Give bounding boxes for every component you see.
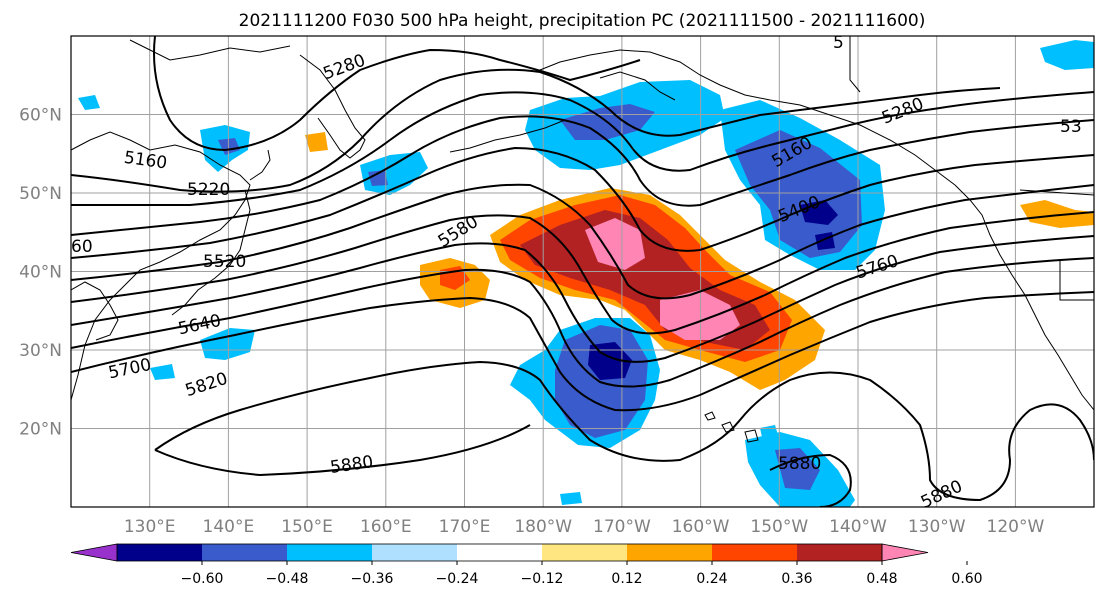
- colorbar-tick-label: −0.24: [436, 571, 479, 587]
- lat-tick-labels: 20°N 30°N 40°N 50°N 60°N: [19, 106, 62, 440]
- map-area: 5280 5160 5220 60 5520 5580 5640 5700 58…: [70, 33, 1095, 508]
- lon-tick-label: 150°E: [281, 517, 333, 537]
- lon-tick-label: 170°E: [439, 517, 491, 537]
- lon-tick-label: 180°W: [514, 517, 572, 537]
- lon-tick-label: 140°E: [203, 517, 255, 537]
- lon-tick-label: 150°W: [750, 517, 808, 537]
- lat-tick-label: 40°N: [19, 263, 62, 283]
- figure-title: 2021111200 F030 500 hPa height, precipit…: [239, 11, 926, 31]
- colorbar-tick-label: 0.36: [781, 571, 812, 587]
- colorbar-segment: [202, 544, 287, 561]
- colorbar-segment: [542, 544, 627, 561]
- colorbar-tick-label: −0.12: [521, 571, 564, 587]
- colorbar-tick-label: 0.60: [951, 571, 982, 587]
- contour-label-5220: 5220: [187, 180, 230, 200]
- colorbar-segment: [627, 544, 712, 561]
- precipitation-shading: [78, 40, 1094, 507]
- colorbar-tick-label: −0.48: [266, 571, 309, 587]
- lat-tick-label: 20°N: [19, 420, 62, 440]
- colorbar: −0.60 −0.48 −0.36 −0.24 −0.12 0.12 0.24 0.36 0.4…: [70, 543, 983, 587]
- colorbar-tick-label: 0.12: [611, 571, 642, 587]
- lon-tick-label: 140°W: [829, 517, 887, 537]
- colorbar-extend-low: [70, 543, 118, 562]
- colorbar-segments: [70, 543, 929, 562]
- contour-label-5520: 5520: [203, 252, 246, 272]
- lon-tick-label: 130°W: [908, 517, 966, 537]
- colorbar-extend-high: [881, 543, 929, 562]
- colorbar-tick-label: 0.48: [866, 571, 897, 587]
- lat-tick-label: 60°N: [19, 106, 62, 126]
- colorbar-segment: [372, 544, 457, 561]
- colorbar-tick-label: 0.24: [696, 571, 727, 587]
- lon-tick-label: 120°W: [987, 517, 1045, 537]
- lon-tick-labels: 130°E 140°E 150°E 160°E 170°E 180°W 170°…: [124, 517, 1045, 537]
- contour-label-partial-5: 5: [833, 33, 844, 53]
- colorbar-tick-label: −0.36: [351, 571, 394, 587]
- colorbar-segment: [287, 544, 372, 561]
- colorbar-tick-label: −0.60: [181, 571, 224, 587]
- lon-tick-label: 170°W: [593, 517, 651, 537]
- lat-tick-label: 30°N: [19, 341, 62, 361]
- colorbar-segment: [797, 544, 882, 561]
- colorbar-segment: [117, 544, 202, 561]
- contour-label-partial-60: 60: [71, 237, 93, 257]
- colorbar-outline: [116, 543, 883, 562]
- lat-tick-label: 50°N: [19, 184, 62, 204]
- lon-tick-label: 160°E: [360, 517, 412, 537]
- contour-label-5880-east-center: 5880: [778, 454, 821, 474]
- colorbar-ticks: −0.60 −0.48 −0.36 −0.24 −0.12 0.12 0.24 0.36 0.4…: [181, 561, 983, 587]
- lon-tick-label: 130°E: [124, 517, 176, 537]
- colorbar-segment: [457, 544, 542, 561]
- contour-label-partial-53: 53: [1060, 117, 1082, 137]
- height-contours: [71, 36, 1094, 507]
- map-frame: [70, 35, 1095, 508]
- colorbar-segment: [712, 544, 797, 561]
- lon-tick-label: 160°W: [672, 517, 730, 537]
